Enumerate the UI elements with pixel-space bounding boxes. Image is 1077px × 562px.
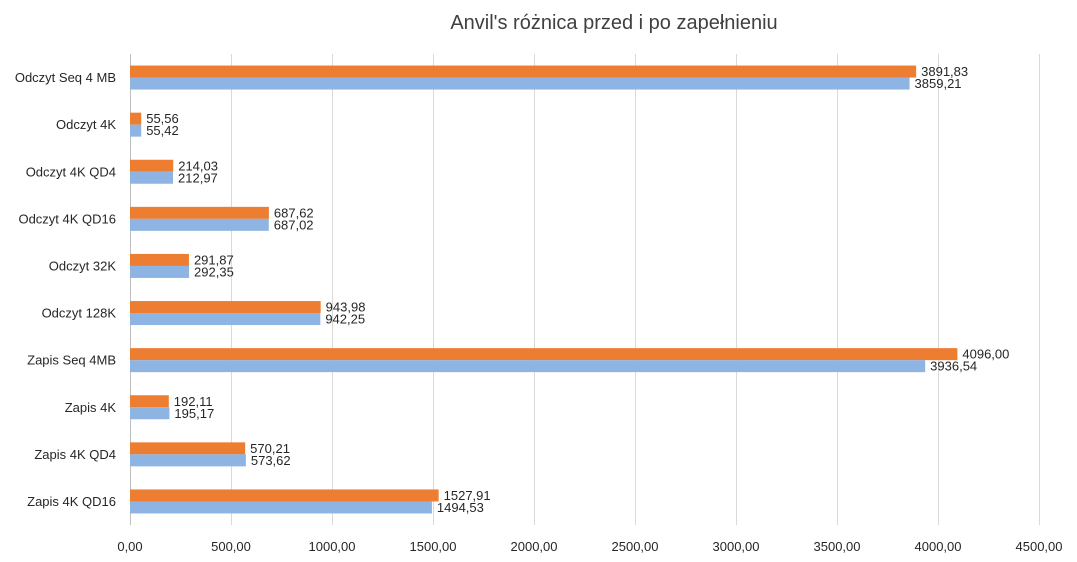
x-tick-label: 1000,00: [309, 539, 356, 554]
bar: [130, 360, 926, 373]
category-label: Odczyt Seq 4 MB: [15, 70, 116, 85]
data-label: 55,42: [146, 123, 179, 138]
data-label: 212,97: [178, 170, 218, 185]
x-tick-label: 0,00: [117, 539, 142, 554]
x-tick-label: 2500,00: [612, 539, 659, 554]
bar: [130, 442, 246, 455]
data-label: 55,56: [146, 111, 179, 126]
category-label: Zapis 4K QD16: [27, 494, 116, 509]
bar: [130, 265, 190, 278]
data-label: 573,62: [251, 453, 291, 468]
x-axis-tick-labels: 0,00 500,00 1000,00 1500,00 2000,00 2500,00 30…: [117, 539, 1062, 554]
category-label: Zapis 4K QD4: [34, 447, 116, 462]
x-tick-label: 500,00: [211, 539, 251, 554]
bar: [130, 313, 321, 326]
data-label: 4096,00: [962, 347, 1009, 362]
bar: [130, 112, 142, 125]
x-tick-label: 2000,00: [511, 539, 558, 554]
data-label: 942,25: [325, 312, 365, 327]
x-tick-label: 1500,00: [410, 539, 457, 554]
data-label: 570,21: [250, 441, 290, 456]
bar: [130, 65, 917, 78]
bar: [130, 253, 189, 266]
data-label: 291,87: [194, 252, 234, 267]
bar: [130, 206, 269, 219]
bar: [130, 407, 170, 420]
data-label: 687,62: [274, 205, 314, 220]
bar: [130, 77, 910, 90]
bar: [130, 501, 432, 514]
bar: [130, 159, 174, 172]
data-label: 3891,83: [921, 64, 968, 79]
category-label: Odczyt 4K QD16: [18, 211, 116, 226]
category-label: Odczyt 32K: [49, 258, 117, 273]
x-tick-label: 3500,00: [814, 539, 861, 554]
data-label: 3936,54: [930, 359, 977, 374]
data-label: 292,35: [194, 264, 234, 279]
category-label: Zapis 4K: [65, 400, 117, 415]
data-label: 687,02: [274, 217, 314, 232]
bar: [130, 171, 174, 184]
data-label: 943,98: [326, 300, 366, 315]
data-label: 3859,21: [915, 76, 962, 91]
data-label: 195,17: [174, 406, 214, 421]
data-label: 1494,53: [437, 500, 484, 515]
bar: [130, 348, 958, 361]
data-label: 192,11: [174, 394, 213, 409]
category-label: Odczyt 128K: [42, 306, 117, 321]
bar: [130, 395, 169, 408]
bars: [130, 65, 958, 514]
bar: [130, 301, 321, 314]
bar: [130, 454, 246, 467]
data-label: 1527,91: [444, 488, 491, 503]
data-label: 214,03: [178, 158, 218, 173]
bar: [130, 124, 142, 137]
gridlines: [130, 54, 1040, 525]
x-tick-label: 4500,00: [1016, 539, 1063, 554]
category-labels: Odczyt Seq 4 MB Odczyt 4K Odczyt 4K QD4 Odc…: [15, 70, 116, 509]
category-label: Zapis Seq 4MB: [27, 353, 116, 368]
bar: [130, 218, 269, 231]
chart-title: Anvil's różnica przed i po zapełnieniu: [450, 12, 777, 34]
bar: [130, 489, 439, 502]
category-label: Odczyt 4K QD4: [26, 164, 116, 179]
category-label: Odczyt 4K: [56, 117, 116, 132]
x-tick-label: 3000,00: [713, 539, 760, 554]
x-tick-label: 4000,00: [915, 539, 962, 554]
